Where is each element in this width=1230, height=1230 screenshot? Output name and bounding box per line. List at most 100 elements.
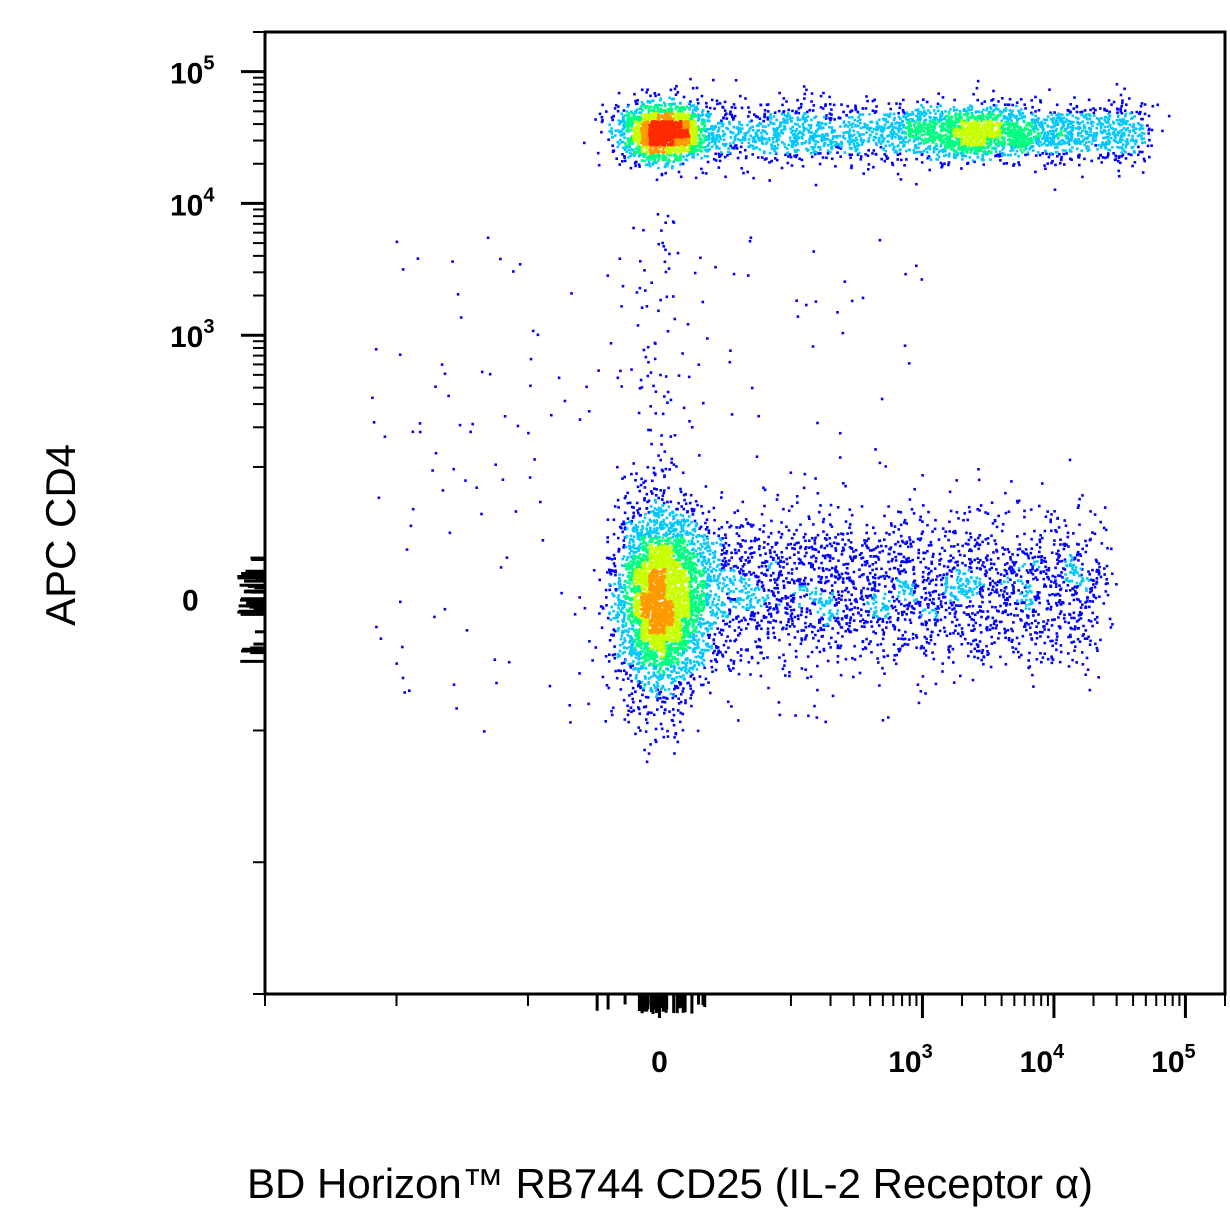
event-point <box>841 577 845 580</box>
event-point <box>872 555 876 558</box>
event-point <box>675 507 678 511</box>
event-point <box>401 645 404 649</box>
event-point <box>594 646 598 649</box>
event-point <box>810 555 813 559</box>
event-point <box>914 634 918 637</box>
event-point <box>670 461 673 464</box>
event-point <box>824 133 828 136</box>
event-point <box>796 118 800 122</box>
event-point <box>828 596 831 600</box>
event-point <box>875 132 878 136</box>
event-point <box>1056 146 1059 149</box>
event-point <box>903 589 906 593</box>
event-point <box>480 512 483 516</box>
event-point <box>1038 591 1041 594</box>
event-point <box>1064 560 1067 564</box>
event-point <box>623 156 626 159</box>
event-point <box>850 513 854 517</box>
event-point <box>899 523 903 527</box>
event-point <box>937 538 941 541</box>
event-point <box>993 581 997 585</box>
event-point <box>732 575 736 578</box>
event-point <box>1142 157 1146 161</box>
event-point <box>587 410 591 413</box>
event-point <box>892 550 896 554</box>
event-point <box>829 503 833 507</box>
event-point <box>631 516 635 519</box>
event-point <box>939 600 943 603</box>
event-point <box>982 583 986 587</box>
event-point <box>1048 152 1052 156</box>
event-point <box>863 125 867 128</box>
event-point <box>992 622 996 626</box>
event-point <box>897 579 900 582</box>
event-point <box>900 610 904 614</box>
event-point <box>629 154 632 158</box>
event-point <box>989 624 993 627</box>
event-point <box>751 610 754 614</box>
event-point <box>1062 547 1066 551</box>
event-point <box>863 625 866 629</box>
event-point <box>815 716 819 719</box>
event-point <box>601 675 605 679</box>
event-point <box>924 621 928 625</box>
event-point <box>605 604 608 607</box>
event-point <box>803 582 807 585</box>
event-point <box>666 164 669 168</box>
event-point <box>1003 586 1007 590</box>
event-point <box>695 535 698 539</box>
event-point <box>1140 131 1144 135</box>
event-point <box>829 139 832 142</box>
event-point <box>952 681 956 684</box>
event-point <box>868 113 871 116</box>
event-point <box>735 587 738 591</box>
event-point <box>720 526 724 529</box>
event-point <box>768 161 771 164</box>
event-point <box>756 599 760 603</box>
event-point <box>979 504 983 507</box>
event-point <box>1075 581 1079 585</box>
event-point <box>711 670 714 673</box>
event-point <box>753 618 756 622</box>
event-point <box>810 650 814 654</box>
event-point <box>793 553 796 556</box>
event-point <box>668 103 671 106</box>
event-point <box>804 547 807 550</box>
event-point <box>877 138 881 141</box>
event-point <box>379 637 383 640</box>
event-point <box>783 664 786 667</box>
event-point <box>1077 613 1081 617</box>
event-point <box>806 589 809 592</box>
event-point <box>807 123 811 127</box>
event-point <box>505 556 509 559</box>
event-point <box>712 506 716 510</box>
event-point <box>750 546 753 549</box>
event-point <box>903 521 906 524</box>
event-point <box>963 637 967 641</box>
event-point <box>999 573 1003 576</box>
event-point <box>706 526 709 529</box>
event-point <box>733 135 737 139</box>
event-point <box>660 173 664 177</box>
event-point <box>1068 143 1071 146</box>
event-point <box>722 566 725 569</box>
event-point <box>550 413 553 417</box>
event-point <box>1031 556 1035 560</box>
event-point <box>642 228 645 232</box>
event-point <box>714 265 717 269</box>
event-point <box>1084 141 1088 144</box>
event-point <box>681 712 685 716</box>
event-point <box>971 593 975 597</box>
event-point <box>908 538 912 542</box>
event-point <box>902 98 905 102</box>
event-point <box>877 125 881 128</box>
event-point <box>1140 124 1144 127</box>
event-point <box>981 600 984 604</box>
event-point <box>978 543 982 547</box>
event-point <box>1096 148 1099 151</box>
event-point <box>839 147 843 150</box>
event-point <box>903 618 907 621</box>
event-point <box>772 619 775 622</box>
event-point <box>1046 575 1049 579</box>
event-point <box>748 547 751 550</box>
